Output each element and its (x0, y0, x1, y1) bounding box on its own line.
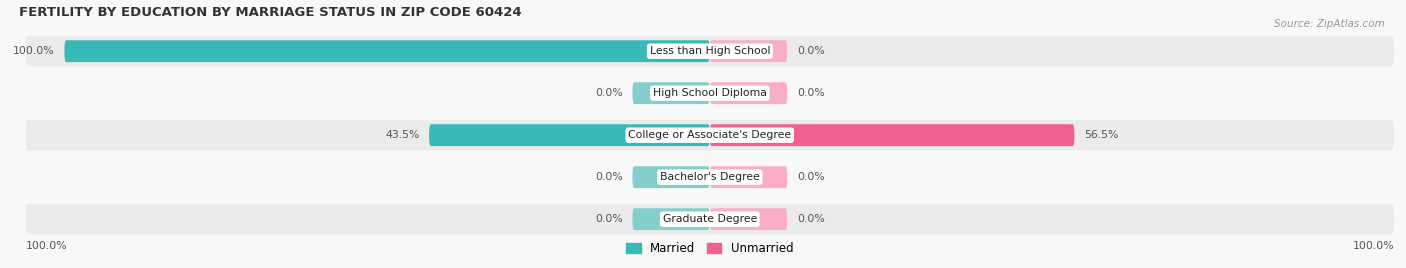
Text: 0.0%: 0.0% (595, 172, 623, 182)
FancyBboxPatch shape (25, 204, 1393, 234)
FancyBboxPatch shape (633, 208, 710, 230)
FancyBboxPatch shape (710, 124, 1074, 146)
Legend: Married, Unmarried: Married, Unmarried (623, 238, 797, 258)
Text: 100.0%: 100.0% (25, 241, 67, 251)
Text: 0.0%: 0.0% (797, 46, 825, 56)
Text: 0.0%: 0.0% (595, 88, 623, 98)
Text: College or Associate's Degree: College or Associate's Degree (628, 130, 792, 140)
Text: 43.5%: 43.5% (385, 130, 419, 140)
Text: 0.0%: 0.0% (797, 88, 825, 98)
FancyBboxPatch shape (25, 120, 1393, 150)
FancyBboxPatch shape (710, 166, 787, 188)
FancyBboxPatch shape (633, 166, 710, 188)
Text: Source: ZipAtlas.com: Source: ZipAtlas.com (1274, 19, 1385, 29)
Text: 100.0%: 100.0% (1353, 241, 1393, 251)
Text: 0.0%: 0.0% (797, 214, 825, 224)
Text: Bachelor's Degree: Bachelor's Degree (659, 172, 759, 182)
Text: 100.0%: 100.0% (13, 46, 55, 56)
Text: FERTILITY BY EDUCATION BY MARRIAGE STATUS IN ZIP CODE 60424: FERTILITY BY EDUCATION BY MARRIAGE STATU… (20, 6, 522, 18)
Text: 0.0%: 0.0% (595, 214, 623, 224)
FancyBboxPatch shape (429, 124, 710, 146)
FancyBboxPatch shape (710, 82, 787, 104)
Text: Graduate Degree: Graduate Degree (662, 214, 756, 224)
FancyBboxPatch shape (710, 208, 787, 230)
FancyBboxPatch shape (633, 82, 710, 104)
FancyBboxPatch shape (25, 36, 1393, 66)
Text: 56.5%: 56.5% (1084, 130, 1119, 140)
FancyBboxPatch shape (65, 40, 710, 62)
FancyBboxPatch shape (25, 78, 1393, 108)
Text: Less than High School: Less than High School (650, 46, 770, 56)
Text: High School Diploma: High School Diploma (652, 88, 766, 98)
FancyBboxPatch shape (25, 162, 1393, 192)
FancyBboxPatch shape (710, 40, 787, 62)
Text: 0.0%: 0.0% (797, 172, 825, 182)
